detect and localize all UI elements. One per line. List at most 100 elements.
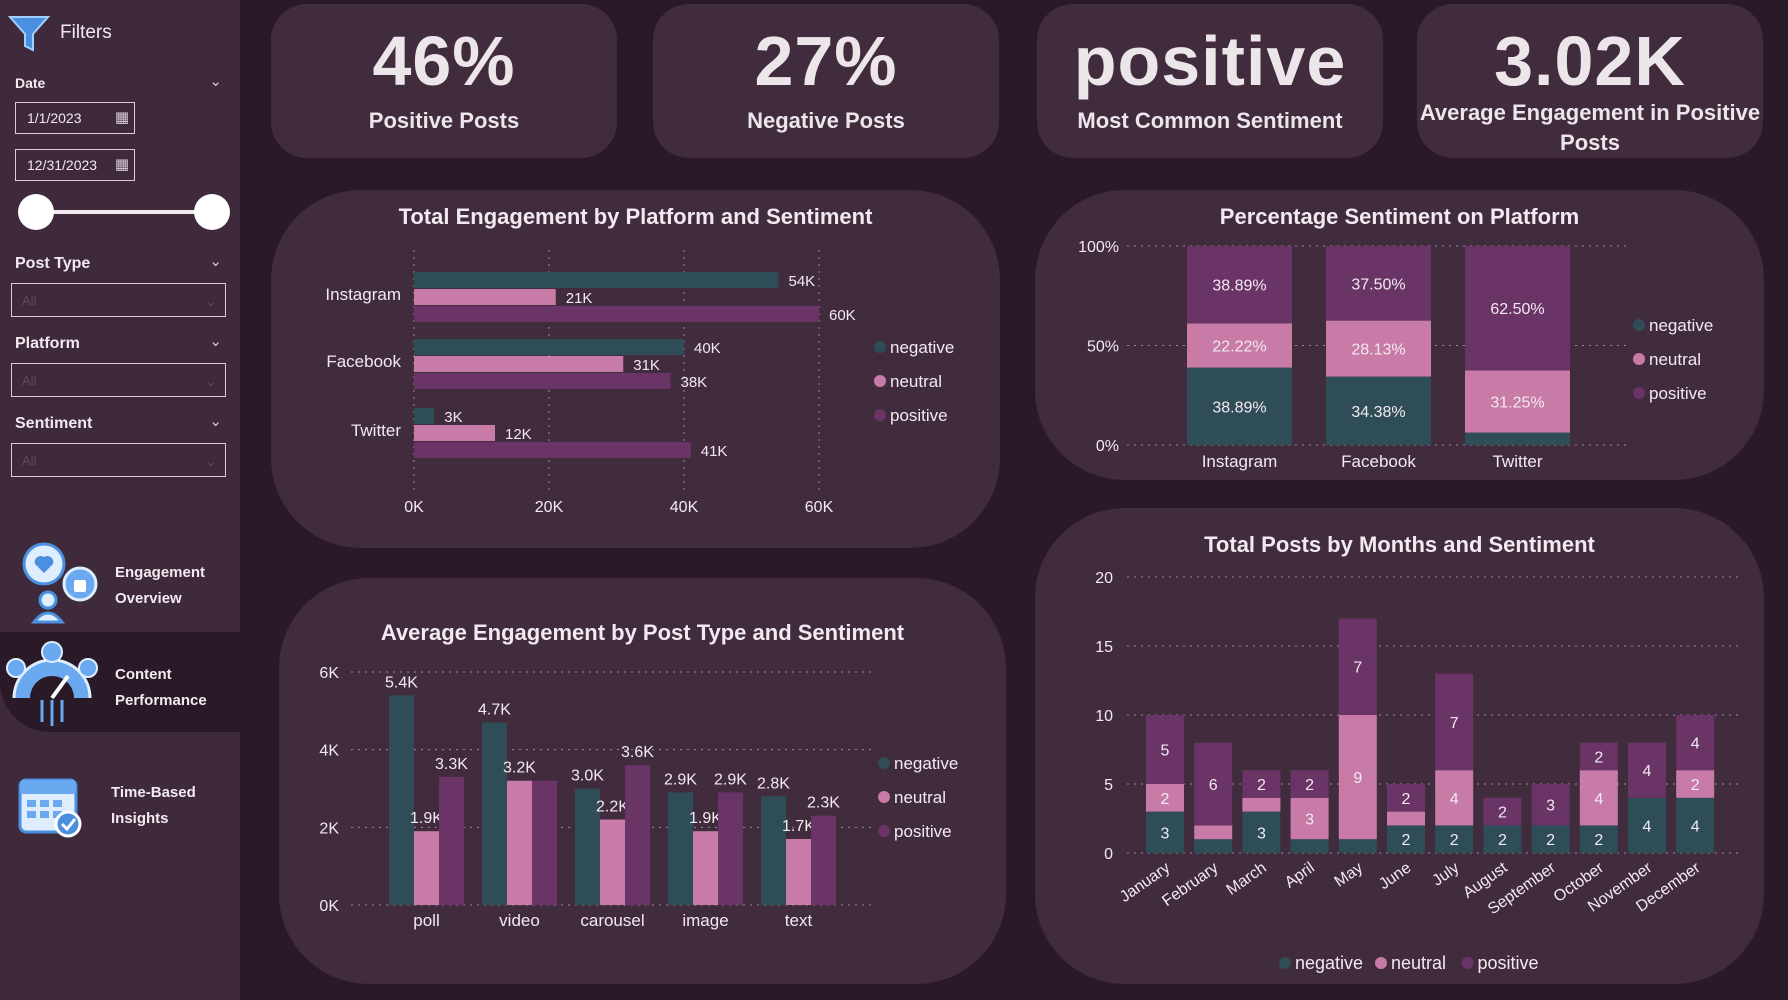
data-label: 38K xyxy=(681,374,708,391)
kpi-label: Negative Posts xyxy=(747,108,905,133)
data-label: 1.7K xyxy=(782,818,815,835)
segment-negative xyxy=(1628,797,1666,853)
chevron-down-icon[interactable]: ⌄ xyxy=(209,73,222,90)
data-label: 3K xyxy=(444,409,462,426)
category-label: poll xyxy=(413,911,439,930)
segment-negative xyxy=(1326,376,1431,445)
segment-neutral xyxy=(1290,797,1329,840)
y-tick-label: 100% xyxy=(1078,239,1119,256)
data-label: 2.9K xyxy=(664,771,697,788)
legend-label-neutral: neutral xyxy=(894,788,946,807)
platform-percentage-chart: 0% 50% 100% 38.89% 22.22% 38.89% Instagram 34.3… xyxy=(1078,239,1713,471)
filters-header: Filters xyxy=(8,12,112,54)
data-label: 4 xyxy=(1643,818,1652,835)
data-label: 37.50% xyxy=(1351,276,1405,293)
segment-negative xyxy=(1483,825,1522,853)
legend-label-positive: positive xyxy=(1478,953,1539,973)
chart-panel-platform-percentage: Percentage Sentiment on Platform 0% 50% 10… xyxy=(1035,190,1764,480)
data-label: 2 xyxy=(1498,805,1507,822)
nav-engagement-overview[interactable]: Engagement Overview xyxy=(0,530,240,630)
x-tick-label: 60K xyxy=(805,499,834,516)
data-label: 41K xyxy=(701,443,728,460)
segment-negative xyxy=(1531,825,1570,853)
data-label: 2 xyxy=(1594,749,1603,766)
category-label: Facebook xyxy=(326,352,401,371)
data-label: 28.13% xyxy=(1351,342,1405,359)
kpi-card-avg-engagement-positive: 3.02K Average Engagement in Positive Pos… xyxy=(1417,4,1763,158)
x-tick-label: 20K xyxy=(535,499,564,516)
segment-negative xyxy=(1579,825,1618,853)
bar-negative xyxy=(389,695,414,905)
data-label: 6 xyxy=(1209,777,1218,794)
dropdown-arrow-icon[interactable]: ⌄ xyxy=(205,453,217,469)
legend-marker-positive xyxy=(1633,387,1645,399)
slider-end-handle[interactable] xyxy=(194,194,230,230)
platform-label: Platform xyxy=(15,335,80,352)
y-tick-label: 2K xyxy=(319,820,339,837)
data-label: 2 xyxy=(1546,832,1555,849)
post-type-select[interactable]: All ⌄ xyxy=(11,283,226,317)
data-label: 1.9K xyxy=(410,810,443,827)
calendar-icon[interactable]: ▦ xyxy=(114,109,129,126)
chart-panel-post-type-engagement: Average Engagement by Post Type and Sent… xyxy=(279,578,1006,984)
data-label: 3 xyxy=(1546,798,1555,815)
slider-start-handle[interactable] xyxy=(18,194,54,230)
data-label: 38.89% xyxy=(1212,278,1266,295)
sentiment-select[interactable]: All ⌄ xyxy=(11,443,226,477)
platform-select[interactable]: All ⌄ xyxy=(11,363,226,397)
kpi-card-positive-posts: 46% Positive Posts xyxy=(271,4,617,158)
chevron-down-icon[interactable]: ⌄ xyxy=(209,253,222,270)
post-type-value: All xyxy=(22,293,37,308)
bar-positive xyxy=(439,776,464,905)
monthly-posts-chart: 05101520325January6February32March32Apri… xyxy=(1095,570,1740,973)
calendar-icon xyxy=(18,778,82,838)
segment-positive xyxy=(1338,618,1377,715)
calendar-icon[interactable]: ▦ xyxy=(114,156,129,173)
segment-neutral xyxy=(1187,323,1292,368)
legend-label-negative: negative xyxy=(890,338,954,357)
date-range-slider[interactable] xyxy=(36,210,212,214)
nav-content-performance[interactable]: Content Performance xyxy=(0,632,240,732)
category-label: text xyxy=(785,911,813,930)
chevron-down-icon[interactable]: ⌄ xyxy=(209,333,222,350)
data-label: 2 xyxy=(1305,777,1314,794)
chart-title: Total Engagement by Platform and Sentime… xyxy=(398,204,873,229)
filter-icon xyxy=(8,16,50,52)
kpi-value: 3.02K xyxy=(1494,22,1686,100)
segment-positive xyxy=(1579,742,1618,771)
category-label: video xyxy=(499,911,540,930)
dropdown-arrow-icon[interactable]: ⌄ xyxy=(205,293,217,309)
segment-negative xyxy=(1194,839,1233,853)
filters-title: Filters xyxy=(60,22,112,43)
category-label: image xyxy=(682,911,728,930)
bar-negative xyxy=(482,722,507,905)
bar-negative xyxy=(575,788,600,905)
legend-label-positive: positive xyxy=(894,822,952,841)
data-label: 2 xyxy=(1257,777,1266,794)
end-date-field[interactable]: 12/31/2023 ▦ xyxy=(15,149,135,181)
bar-positive xyxy=(625,765,650,905)
data-label: 60K xyxy=(829,307,856,324)
segment-positive xyxy=(1483,797,1522,826)
segment-negative xyxy=(1676,797,1715,853)
legend-label-negative: negative xyxy=(1295,953,1363,973)
segment-positive xyxy=(1628,742,1666,798)
chevron-down-icon[interactable]: ⌄ xyxy=(209,413,222,430)
kpi-card-most-common-sentiment: positive Most Common Sentiment xyxy=(1037,4,1383,158)
bar-positive xyxy=(718,792,743,905)
y-tick-label: 0K xyxy=(319,898,339,915)
dropdown-arrow-icon[interactable]: ⌄ xyxy=(205,373,217,389)
legend-marker-negative xyxy=(1633,319,1645,331)
data-label: 3.2K xyxy=(503,760,536,777)
segment-neutral xyxy=(1465,370,1570,433)
end-date-value: 12/31/2023 xyxy=(27,157,98,173)
y-tick-label: 0 xyxy=(1104,846,1113,863)
segment-negative xyxy=(1435,825,1474,853)
bar-neutral xyxy=(507,780,532,905)
segment-neutral xyxy=(1387,811,1425,826)
month-label: June xyxy=(1376,859,1414,893)
legend-marker-neutral xyxy=(874,375,886,387)
start-date-field[interactable]: 1/1/2023 ▦ xyxy=(15,102,135,134)
data-label: 4 xyxy=(1643,763,1652,780)
nav-time-based-insights[interactable]: Time-Based Insights xyxy=(0,750,240,850)
